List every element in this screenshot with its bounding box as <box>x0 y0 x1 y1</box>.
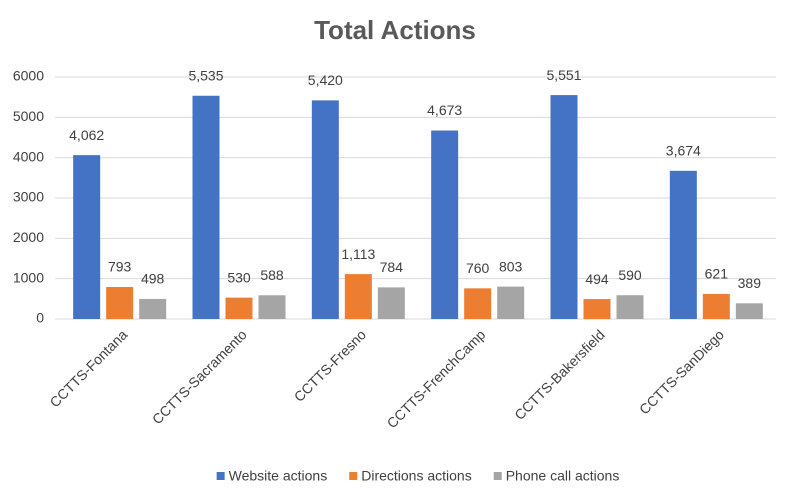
value-label: 1,113 <box>341 246 375 262</box>
bar <box>616 295 644 319</box>
value-label: 793 <box>108 259 132 275</box>
legend-label: Phone call actions <box>506 468 620 484</box>
value-label: 498 <box>141 271 165 287</box>
bar <box>225 297 253 319</box>
value-label: 5,535 <box>188 67 223 83</box>
legend-marker <box>349 472 358 480</box>
x-tick-label: CCTTS-Sacramento <box>149 326 250 427</box>
x-tick-label: CCTTS-Fontana <box>46 326 130 410</box>
value-label: 3,674 <box>666 143 701 159</box>
bar <box>431 130 459 319</box>
y-tick-label: 3000 <box>13 189 44 205</box>
value-label: 760 <box>466 260 490 276</box>
bar <box>139 298 167 319</box>
y-tick-label: 4000 <box>13 148 44 164</box>
value-label: 494 <box>585 271 609 287</box>
legend-label: Website actions <box>229 468 328 484</box>
value-label: 5,420 <box>308 72 343 88</box>
chart-title: Total Actions <box>314 15 476 45</box>
value-label: 588 <box>260 267 284 283</box>
bar <box>258 295 286 319</box>
y-tick-label: 0 <box>36 310 44 326</box>
x-tick-label: CCTTS-SanDiego <box>636 326 727 417</box>
value-label: 803 <box>499 258 523 274</box>
bar <box>464 288 492 319</box>
legend-marker <box>216 472 225 480</box>
value-label: 4,673 <box>427 102 462 118</box>
value-label: 621 <box>705 266 729 282</box>
y-tick-label: 2000 <box>13 229 44 245</box>
legend-marker <box>493 472 502 480</box>
bar <box>377 287 405 319</box>
legend-label: Directions actions <box>361 468 472 484</box>
y-tick-label: 6000 <box>13 68 44 84</box>
value-label: 784 <box>380 259 404 275</box>
value-label: 389 <box>738 275 762 291</box>
bar <box>192 95 220 319</box>
bar <box>702 293 730 319</box>
x-tick-label: CCTTS-Bakersfield <box>511 326 608 423</box>
bar <box>106 287 134 319</box>
bar <box>669 170 697 319</box>
bar <box>735 303 763 319</box>
x-tick-label: CCTTS-FrenchCamp <box>384 326 489 431</box>
bar <box>497 286 525 319</box>
value-label: 5,551 <box>546 67 581 83</box>
bar <box>344 274 372 319</box>
y-tick-label: 5000 <box>13 108 44 124</box>
bar <box>583 299 611 319</box>
y-tick-label: 1000 <box>13 269 44 285</box>
value-label: 530 <box>227 269 251 285</box>
value-label: 4,062 <box>69 127 104 143</box>
bar <box>73 155 101 319</box>
bar <box>550 95 578 319</box>
bar <box>311 100 339 319</box>
x-tick-label: CCTTS-Fresno <box>291 326 370 405</box>
value-label: 590 <box>618 267 642 283</box>
